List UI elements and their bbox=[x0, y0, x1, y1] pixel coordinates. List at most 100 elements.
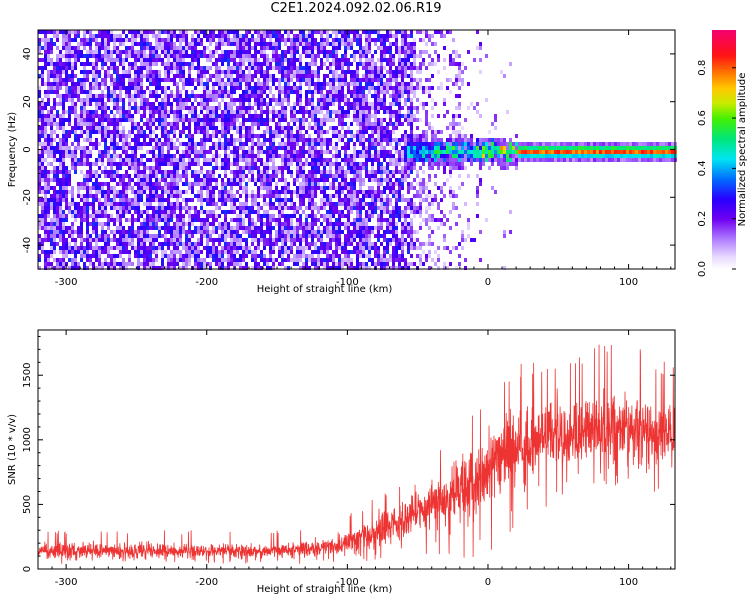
snr-ylabel: SNR (10 * v/v) bbox=[7, 414, 18, 485]
colorbar-strip bbox=[712, 80, 736, 82]
snr-xtick-label: -300 bbox=[55, 577, 78, 588]
colorbar-tick-label: 0.8 bbox=[697, 60, 708, 76]
colorbar-strip bbox=[712, 238, 736, 240]
colorbar-strip bbox=[712, 79, 736, 81]
colorbar-strip bbox=[712, 72, 736, 74]
colorbar-strip bbox=[712, 103, 736, 105]
colorbar-strip bbox=[712, 98, 736, 100]
colorbar-strip bbox=[712, 134, 736, 136]
colorbar-strip bbox=[712, 102, 736, 104]
colorbar-strip bbox=[712, 171, 736, 173]
colorbar-strip bbox=[712, 125, 736, 127]
colorbar-strip bbox=[712, 136, 736, 138]
colorbar-strip bbox=[712, 54, 736, 56]
colorbar-strip bbox=[712, 197, 736, 199]
colorbar-strip bbox=[712, 122, 736, 124]
colorbar-strip bbox=[712, 43, 736, 45]
colorbar-strip bbox=[712, 60, 736, 62]
snr-xtick-label: 100 bbox=[619, 577, 638, 588]
colorbar-strip bbox=[712, 259, 736, 261]
colorbar-strip bbox=[712, 37, 736, 39]
colorbar-strip bbox=[712, 237, 736, 239]
heatmap-ytick-label: 40 bbox=[22, 48, 33, 61]
colorbar-strip bbox=[712, 111, 736, 113]
colorbar-strip bbox=[712, 131, 736, 133]
colorbar-strip bbox=[712, 229, 736, 231]
colorbar-strip bbox=[712, 35, 736, 37]
colorbar-strip bbox=[712, 57, 736, 59]
colorbar-strip bbox=[712, 236, 736, 238]
colorbar-strip bbox=[712, 52, 736, 54]
colorbar-strip bbox=[712, 217, 736, 219]
colorbar-strip bbox=[712, 199, 736, 201]
colorbar-strip bbox=[712, 175, 736, 177]
colorbar-strip bbox=[712, 203, 736, 205]
colorbar-strip bbox=[712, 129, 736, 131]
colorbar-strip bbox=[712, 250, 736, 252]
colorbar-strip bbox=[712, 140, 736, 142]
colorbar-strip bbox=[712, 70, 736, 72]
colorbar-strip bbox=[712, 235, 736, 237]
colorbar-strip bbox=[712, 132, 736, 134]
colorbar-strip bbox=[712, 74, 736, 76]
colorbar-strip bbox=[712, 119, 736, 121]
colorbar-strip bbox=[712, 233, 736, 235]
heatmap-ytick-label: 0 bbox=[22, 146, 33, 152]
colorbar-strip bbox=[712, 75, 736, 77]
colorbar-strip bbox=[712, 168, 736, 170]
heatmap-xtick-label: 0 bbox=[485, 277, 491, 288]
colorbar-strip bbox=[712, 190, 736, 192]
figure-title: C2E1.2024.092.02.06.R19 bbox=[270, 1, 442, 16]
colorbar-strip bbox=[712, 61, 736, 63]
colorbar-strip bbox=[712, 185, 736, 187]
colorbar-strip bbox=[712, 193, 736, 195]
colorbar-strip bbox=[712, 251, 736, 253]
colorbar-strip bbox=[712, 39, 736, 41]
colorbar-strip bbox=[712, 262, 736, 264]
colorbar-strip bbox=[712, 198, 736, 200]
colorbar-strip bbox=[712, 242, 736, 244]
colorbar-strip bbox=[712, 145, 736, 147]
colorbar-strip bbox=[712, 96, 736, 98]
colorbar-strip bbox=[712, 121, 736, 123]
colorbar-strip bbox=[712, 142, 736, 144]
colorbar-strip bbox=[712, 34, 736, 36]
colorbar-strip bbox=[712, 38, 736, 40]
colorbar-strip bbox=[712, 234, 736, 236]
colorbar-strip bbox=[712, 150, 736, 152]
colorbar-strip bbox=[712, 159, 736, 161]
colorbar-strip bbox=[712, 214, 736, 216]
colorbar-strip bbox=[712, 156, 736, 158]
colorbar-strip bbox=[712, 30, 736, 32]
colorbar-strip bbox=[712, 104, 736, 106]
colorbar-strip bbox=[712, 115, 736, 117]
colorbar-strip bbox=[712, 204, 736, 206]
heatmap-xtick-label: -200 bbox=[195, 277, 218, 288]
colorbar-strip bbox=[712, 169, 736, 171]
colorbar-strip bbox=[712, 135, 736, 137]
colorbar-strip bbox=[712, 160, 736, 162]
colorbar-strip bbox=[712, 83, 736, 85]
colorbar-strip bbox=[712, 152, 736, 154]
colorbar-strip bbox=[712, 91, 736, 93]
colorbar-strip bbox=[712, 139, 736, 141]
colorbar-strip bbox=[712, 46, 736, 48]
colorbar-strip bbox=[712, 36, 736, 38]
colorbar-strip bbox=[712, 124, 736, 126]
colorbar-strip bbox=[712, 191, 736, 193]
colorbar-strip bbox=[712, 88, 736, 90]
colorbar-strip bbox=[712, 62, 736, 64]
heatmap-ytick-label: -20 bbox=[22, 189, 33, 205]
colorbar-strip bbox=[712, 32, 736, 34]
snr-ytick-label: 1500 bbox=[22, 362, 33, 387]
colorbar-strip bbox=[712, 167, 736, 169]
colorbar-strip bbox=[712, 176, 736, 178]
colorbar-strip bbox=[712, 123, 736, 125]
colorbar-strip bbox=[712, 165, 736, 167]
colorbar-strip bbox=[712, 78, 736, 80]
colorbar-strip bbox=[712, 108, 736, 110]
colorbar-strip bbox=[712, 260, 736, 262]
colorbar-strip bbox=[712, 192, 736, 194]
colorbar-strip bbox=[712, 210, 736, 212]
colorbar-strip bbox=[712, 195, 736, 197]
